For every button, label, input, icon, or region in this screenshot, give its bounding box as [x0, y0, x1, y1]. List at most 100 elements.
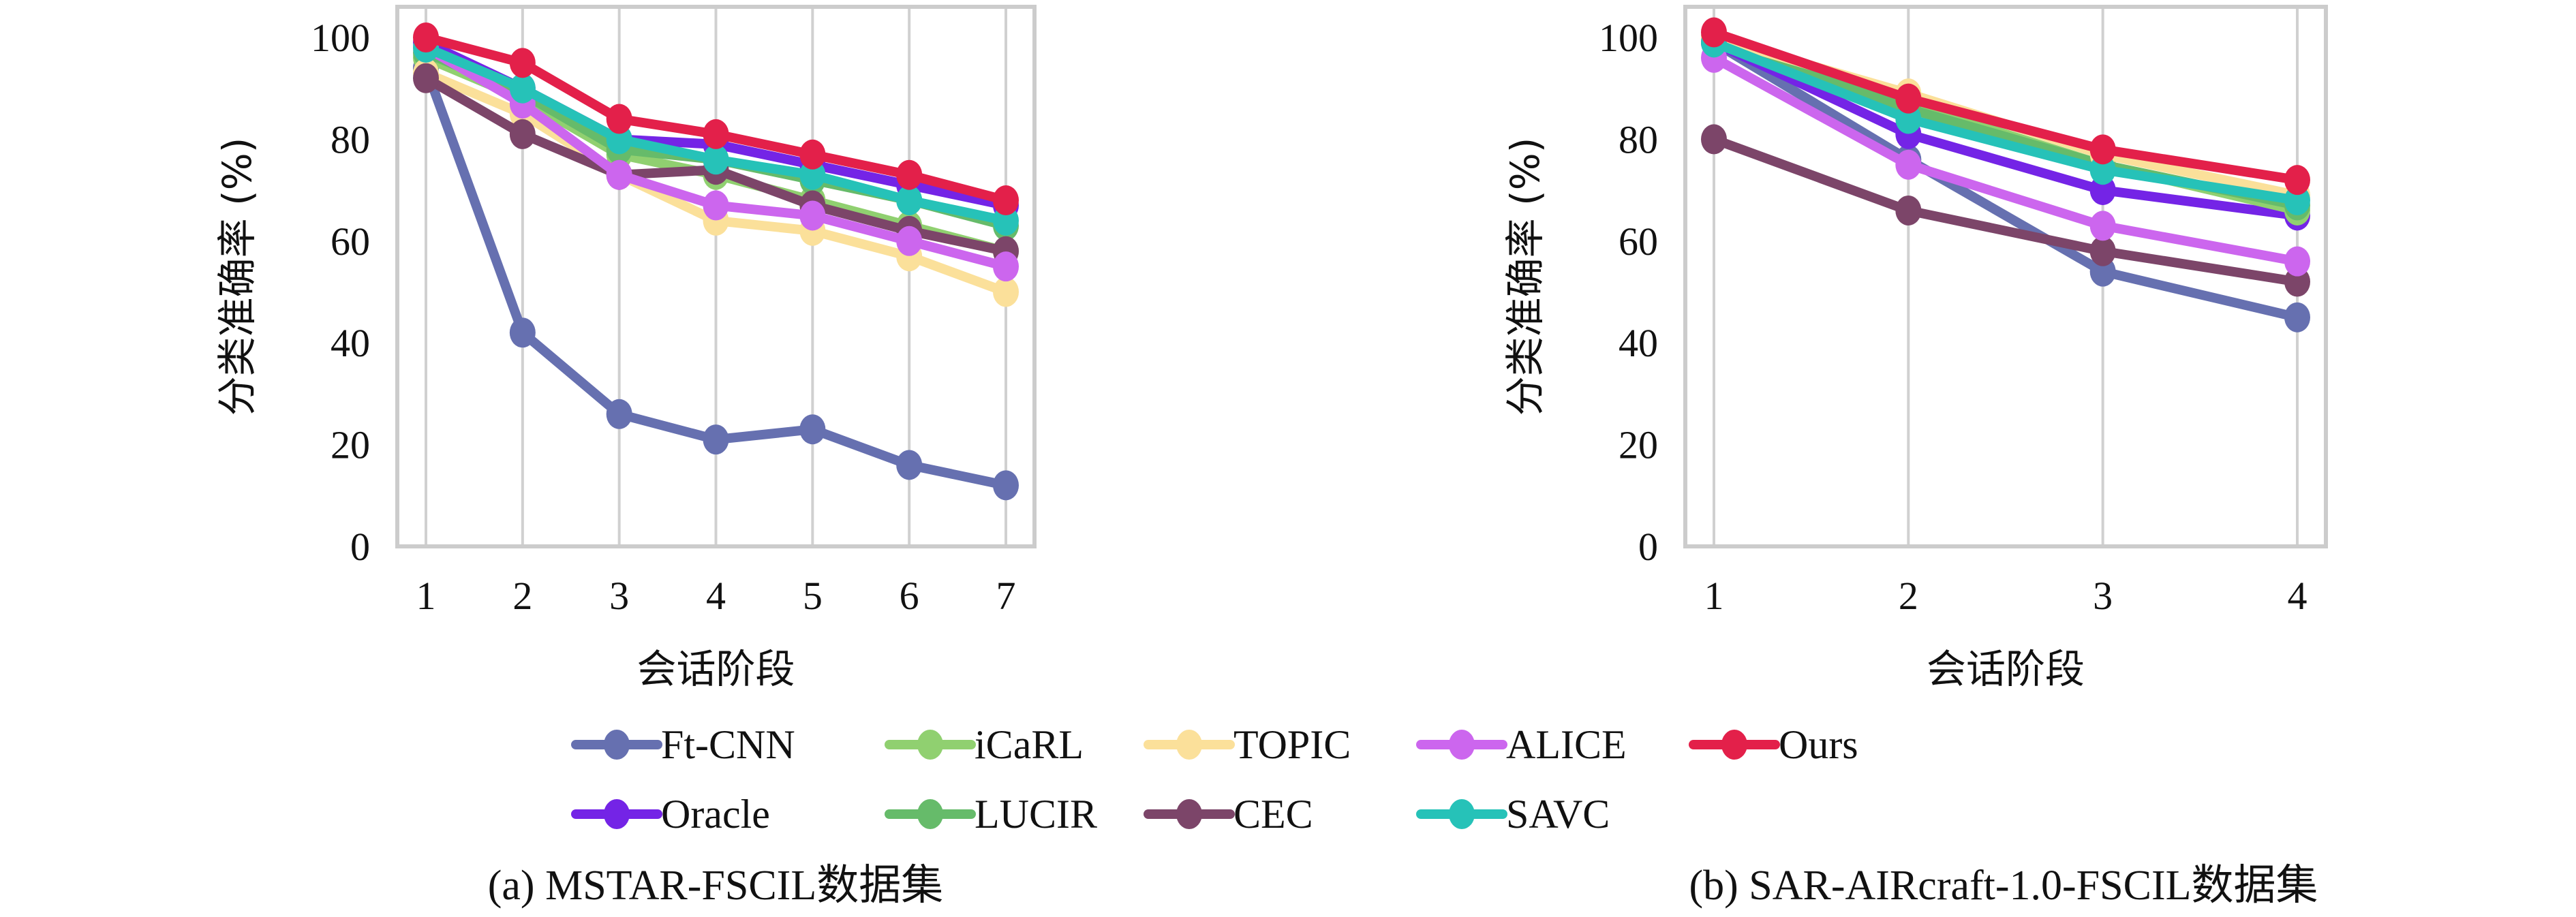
legend-item-oracle: Oracle — [571, 792, 770, 837]
data-point-ours — [413, 22, 439, 52]
data-point-alice — [896, 226, 923, 256]
x-tick-label: 2 — [512, 574, 532, 618]
caption-b: (b) SAR-AIRcraft-1.0-FSCIL数据集 — [1689, 862, 2318, 909]
y-tick-label: 80 — [331, 117, 370, 161]
y-tick-label: 100 — [311, 16, 370, 60]
legend-label: TOPIC — [1233, 722, 1351, 767]
x-tick-label: 1 — [416, 574, 436, 618]
data-point-ft-cnn — [606, 399, 632, 429]
legend-label: Ours — [1779, 722, 1858, 767]
legend-swatch-marker — [1176, 799, 1202, 829]
data-point-alice — [1895, 149, 1922, 180]
data-point-ours — [509, 48, 536, 78]
series-line-oracle — [1709, 37, 2302, 221]
y-tick-label: 0 — [1638, 525, 1658, 569]
series-line-ft-cnn — [1709, 37, 2302, 322]
legend-swatch-marker — [1176, 730, 1202, 760]
y-axis-title: 分类准确率 (%) — [214, 138, 260, 416]
legend-label: Oracle — [661, 792, 770, 837]
series-line-cec — [1709, 134, 2302, 287]
data-point-alice — [993, 251, 1019, 282]
data-point-cec — [509, 119, 536, 149]
legend-label: CEC — [1233, 792, 1313, 837]
x-tick-label: 4 — [706, 574, 726, 618]
x-tick-label: 1 — [1704, 574, 1724, 618]
y-axis-title: 分类准确率 (%) — [1502, 138, 1548, 416]
legend-swatch-marker — [1721, 730, 1747, 760]
caption-a: (a) MSTAR-FSCIL数据集 — [488, 862, 943, 909]
legend-swatch-marker — [917, 799, 943, 829]
x-axis-title: 会话阶段 — [1927, 646, 2085, 692]
legend-item-topic: TOPIC — [1144, 722, 1351, 767]
series-ours — [413, 22, 1019, 216]
data-point-cec — [1895, 195, 1922, 226]
legend-swatch-marker — [1449, 799, 1475, 829]
data-point-ft-cnn — [993, 470, 1019, 501]
plot-frame — [1683, 5, 2328, 548]
y-tick-label: 20 — [1619, 423, 1658, 467]
x-tick-label: 5 — [803, 574, 823, 618]
legend-swatch-marker — [917, 730, 943, 760]
data-point-ours — [1701, 17, 1727, 48]
legend-item-icarl: iCaRL — [885, 722, 1084, 767]
legend-item-ours: Ours — [1689, 722, 1858, 767]
x-tick-label: 6 — [900, 574, 919, 618]
y-tick-label: 60 — [331, 219, 370, 264]
x-axis-title: 会话阶段 — [637, 646, 795, 692]
data-point-ours — [2284, 165, 2310, 196]
data-point-cec — [413, 63, 439, 93]
data-point-ours — [606, 104, 632, 134]
data-point-savc — [703, 144, 729, 175]
y-tick-label: 40 — [1619, 321, 1658, 365]
y-tick-label: 100 — [1599, 16, 1658, 60]
data-point-alice — [2089, 211, 2116, 241]
x-tick-label: 3 — [2093, 574, 2113, 618]
legend-item-lucir: LUCIR — [885, 792, 1097, 837]
data-point-ft-cnn — [703, 424, 729, 455]
legend-item-cec: CEC — [1144, 792, 1313, 837]
x-tick-label: 2 — [1899, 574, 1918, 618]
legend: Ft-CNN iCaRL TOPIC ALICE Ours Oracle LUCIR CEC S… — [571, 722, 1858, 837]
data-point-ours — [993, 185, 1019, 216]
data-point-topic — [993, 277, 1019, 307]
chart-b: 0 20 40 60 80 100 1 2 3 4 会话阶段 分类准确率 (%) — [1502, 5, 2328, 692]
series-line-savc — [1709, 37, 2302, 206]
y-tick-label: 80 — [1619, 117, 1658, 161]
legend-label: Ft-CNN — [661, 722, 795, 767]
series-topic — [1701, 22, 2310, 211]
legend-item-ft-cnn: Ft-CNN — [571, 722, 795, 767]
data-point-alice — [606, 159, 632, 190]
x-tick-label: 3 — [609, 574, 629, 618]
data-point-cec — [2089, 236, 2116, 266]
legend-label: ALICE — [1506, 722, 1627, 767]
legend-item-savc: SAVC — [1416, 792, 1610, 837]
data-point-alice — [2284, 246, 2310, 277]
legend-label: SAVC — [1506, 792, 1610, 837]
data-point-savc — [509, 73, 536, 104]
y-tick-label: 20 — [331, 423, 370, 467]
chart-a: 0 20 40 60 80 100 1 2 3 4 5 6 7 会话阶段 分类准确率 (%) — [214, 5, 1037, 692]
series-line-ours — [1709, 27, 2302, 185]
y-tick-label: 60 — [1619, 219, 1658, 264]
legend-item-alice: ALICE — [1416, 722, 1627, 767]
data-point-cec — [1701, 124, 1727, 155]
data-point-ours — [1895, 83, 1922, 114]
x-tick-label: 7 — [996, 574, 1016, 618]
legend-swatch-marker — [604, 730, 630, 760]
legend-label: LUCIR — [975, 792, 1097, 837]
y-tick-label: 40 — [331, 321, 370, 365]
data-point-savc — [896, 185, 923, 216]
data-point-ft-cnn — [2284, 302, 2310, 332]
legend-label: iCaRL — [975, 722, 1084, 767]
legend-swatch-marker — [1449, 730, 1475, 760]
data-point-alice — [703, 190, 729, 221]
data-point-ft-cnn — [509, 317, 536, 348]
series-ours — [1701, 17, 2310, 196]
data-point-ours — [2089, 134, 2116, 165]
plot-frame — [395, 5, 1037, 548]
x-tick-label: 4 — [2288, 574, 2307, 618]
data-point-ours — [896, 159, 923, 190]
data-point-alice — [799, 200, 826, 231]
y-tick-label: 0 — [350, 525, 370, 569]
